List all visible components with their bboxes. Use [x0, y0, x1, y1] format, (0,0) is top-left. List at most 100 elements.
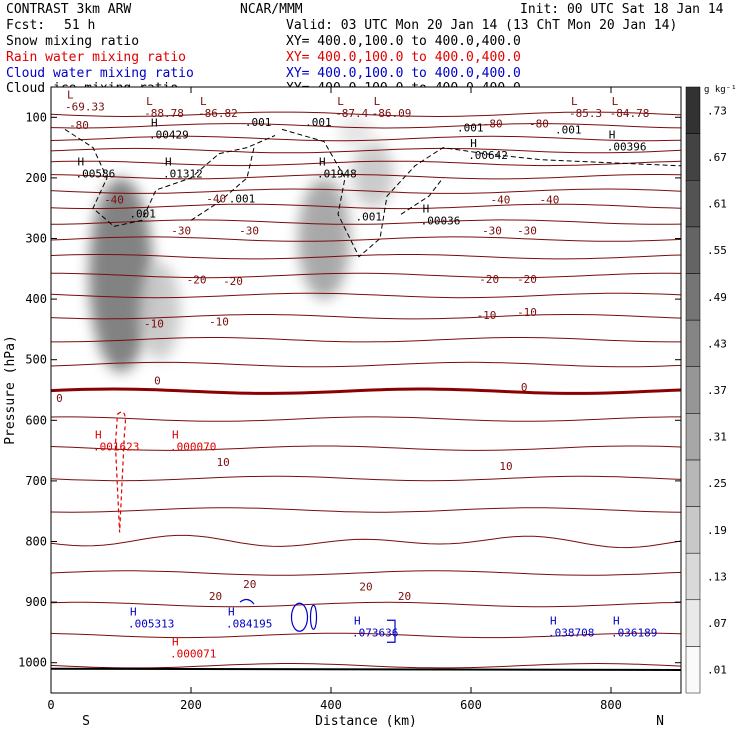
x-tick-label-0: 0	[47, 698, 54, 712]
x-tick-label-1: 200	[180, 698, 202, 712]
isotherm-line-11	[51, 272, 681, 279]
isotherm-label-1: -80	[483, 117, 503, 130]
isotherm-label-21: 0	[521, 381, 528, 394]
isotherm-label-27: 20	[398, 590, 411, 603]
colorbar-swatch-5	[685, 413, 701, 461]
rain-contour-layer	[114, 411, 126, 533]
cloud-water-contour-1	[309, 604, 318, 630]
cloud-ice-max-symbol-5: H	[609, 128, 616, 141]
y-tick-label-3: 400	[25, 292, 47, 306]
cloud-water-contour-0	[290, 602, 309, 632]
isotherm-line-16	[51, 387, 681, 395]
x-axis-label: Distance (km)	[315, 714, 417, 729]
isotherm-label-20: 0	[56, 392, 63, 405]
isotherm-label-23: 10	[499, 460, 512, 473]
cloud-ice-max-label-1: .00586	[76, 168, 116, 181]
isotherm-label-22: 10	[217, 456, 230, 469]
field-name-rain: Rain water mixing ratio	[6, 50, 187, 65]
model-title: CONTRAST 3km ARW	[6, 2, 132, 17]
cloud-water-contour-2	[239, 598, 255, 605]
y-tick-label-5: 600	[25, 413, 47, 427]
isotherm-line-24	[51, 632, 681, 639]
cloud-ice-max-symbol-3: H	[319, 156, 326, 169]
colorbar-swatch-6	[685, 366, 701, 414]
snow-core-2	[298, 177, 350, 300]
cloud-ice-max-symbol-0: H	[151, 116, 158, 129]
isotherm-line-4	[51, 160, 681, 167]
cloud-ice-contour-layer	[64, 128, 681, 258]
cloud-water-max-label-3: .038708	[548, 626, 594, 639]
y-tick-label-4: 500	[25, 353, 47, 367]
isotherm-label-9: -30	[482, 225, 502, 238]
x-end-label-left: S	[82, 714, 90, 729]
y-tick-label-0: 100	[25, 110, 47, 124]
cloud-ice-contour-label-5: .001	[129, 208, 156, 221]
isotherm-line-22	[51, 570, 681, 576]
isotherm-line-5	[51, 174, 681, 180]
colorbar-label-7: .43	[707, 337, 727, 350]
isotherm-line-0	[51, 111, 681, 118]
plot-frame	[50, 86, 682, 694]
cloud-ice-max-label-2: .01312	[163, 168, 203, 181]
isotherm-line-1	[51, 123, 681, 129]
isotherm-label-15: -10	[144, 317, 164, 330]
minimum-label-2: -86.82	[198, 107, 238, 120]
cloud-water-max-symbol-4: H	[613, 614, 620, 627]
isotherm-line-2	[51, 135, 681, 142]
axes-layer: 0 200 400 600 800100200300400500600700800900…	[3, 87, 681, 729]
init-time: Init: 00 UTC Sat 18 Jan 14	[520, 2, 724, 17]
isotherm-line-6	[51, 188, 681, 194]
cloud-ice-max-label-4: .00642	[468, 149, 508, 162]
field-xy-cloud-water: XY= 400.0,100.0 to 400.0,400.0	[286, 66, 521, 81]
colorbar-label-5: .31	[707, 431, 727, 444]
isotherm-label-11: -20	[187, 274, 207, 287]
cloud-ice-contour-0	[64, 128, 276, 227]
field-name-snow: Snow mixing ratio	[6, 34, 140, 49]
surface-line	[51, 667, 681, 671]
cloud-water-max-symbol-2: H	[354, 614, 361, 627]
isotherm-label-2: -80	[529, 117, 549, 130]
minimum-label-5: -85.3	[569, 107, 602, 120]
colorbar-label-2: .13	[707, 570, 727, 583]
rain-max-label-1: .000070	[170, 440, 216, 453]
field-xy-rain: XY= 400.0,100.0 to 400.0,400.0	[286, 50, 521, 65]
cloud-ice-max-symbol-4: H	[470, 137, 477, 150]
isotherm-label-18: -10	[517, 306, 537, 319]
cloud-ice-contour-label-3: .001	[555, 123, 582, 136]
minimum-symbol-0: L	[67, 88, 74, 101]
isotherm-label-19: 0	[154, 374, 161, 387]
y-tick-label-7: 800	[25, 535, 47, 549]
cloud-ice-max-label-0: .00429	[149, 128, 189, 141]
isotherm-layer	[51, 111, 681, 671]
cloud-ice-max-label-3: .01948	[317, 168, 357, 181]
colorbar-swatch-11	[685, 133, 701, 181]
cloud-ice-contour-1	[281, 128, 681, 258]
isotherm-label-25: 20	[359, 580, 372, 593]
isotherm-line-15	[51, 361, 681, 368]
isotherm-label-12: -20	[223, 275, 243, 288]
snow-core-1	[138, 262, 181, 360]
y-tick-label-9: 1000	[18, 656, 47, 670]
isotherm-label-13: -20	[479, 273, 499, 286]
colorbar-swatch-9	[685, 226, 701, 274]
minimum-label-0: -69.33	[65, 100, 105, 113]
isotherm-line-10	[51, 254, 681, 260]
cloud-ice-contour-label-0: .001	[245, 116, 272, 129]
x-end-label-right: N	[656, 714, 664, 729]
cloud-water-max-label-2: .073636	[352, 626, 398, 639]
isotherm-label-14: -20	[517, 273, 537, 286]
isotherm-line-7	[51, 203, 681, 210]
org-name: NCAR/MMM	[240, 2, 303, 17]
cloud-ice-contour-2	[190, 147, 255, 221]
colorbar-label-6: .37	[707, 384, 727, 397]
field-name-cloud-water: Cloud water mixing ratio	[6, 66, 194, 81]
cloud-ice-contour-label-6: .001	[356, 211, 383, 224]
isotherm-label-26: 20	[209, 590, 222, 603]
cloud-water-max-symbol-1: H	[228, 605, 235, 618]
contour-label-layer: -80 -80 -80 -40 -40 -40 -40 -30 -30 -30 -30 -20 -20 -…	[56, 88, 657, 660]
colorbar-label-9: .55	[707, 244, 727, 257]
isotherm-line-8	[51, 219, 681, 225]
isotherm-line-12	[51, 292, 681, 299]
minimum-symbol-1: L	[146, 95, 153, 108]
colorbar-label-1: .07	[707, 617, 727, 630]
